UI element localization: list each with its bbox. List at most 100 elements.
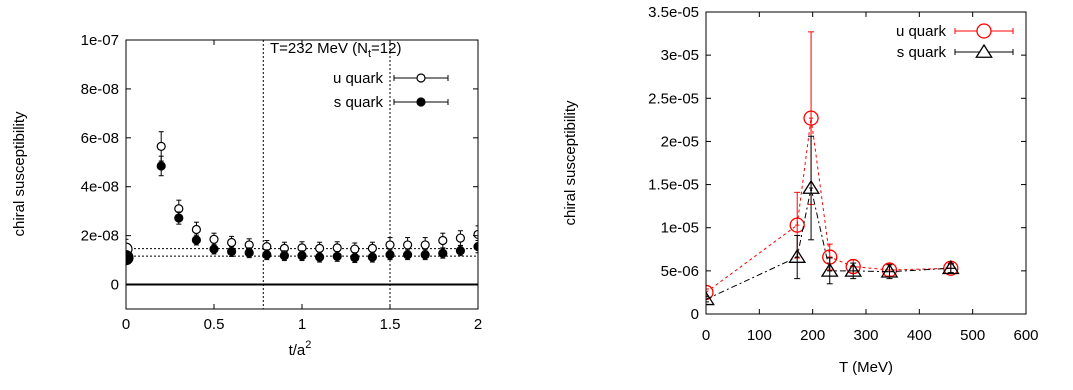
left-data-point bbox=[332, 251, 342, 262]
left-data-point bbox=[350, 244, 360, 254]
left-ytick-label: 6e-08 bbox=[81, 130, 119, 147]
left-ytick-label: 4e-08 bbox=[81, 179, 119, 196]
right-axes: 0 100 200 300 400 500 600 0 5e-06 1e-05 1.5e-05 2e-… bbox=[648, 4, 1038, 344]
left-data-point bbox=[385, 250, 395, 260]
right-data-point bbox=[802, 179, 820, 194]
left-data-point bbox=[385, 240, 395, 250]
left-data-point bbox=[156, 141, 166, 151]
left-chart: chiral susceptibility 0 0.5 1 1.5 2 0 2e-08 4e-… bbox=[11, 32, 482, 359]
right-legend-marker bbox=[975, 43, 993, 58]
right-series-u-quark bbox=[706, 31, 959, 301]
left-reference-lines bbox=[126, 40, 478, 309]
left-ytick-label: 1e-07 bbox=[81, 32, 119, 49]
left-xtick-label: 0.5 bbox=[204, 316, 225, 333]
right-xlabel: T (MeV) bbox=[839, 359, 893, 376]
left-data-point bbox=[209, 234, 219, 244]
left-legend-marker bbox=[416, 73, 426, 83]
right-xtick-label: 600 bbox=[1013, 327, 1038, 344]
left-xtick-label: 1 bbox=[298, 316, 306, 333]
left-xlabel-main: t/a bbox=[289, 342, 306, 359]
right-ytick-label: 0 bbox=[691, 306, 699, 323]
right-chart: chiral susceptibility 0 100 200 300 400 500 60… bbox=[562, 4, 1039, 376]
right-ytick-label: 3e-05 bbox=[661, 47, 699, 64]
left-data-point bbox=[156, 161, 166, 171]
left-data-point bbox=[191, 235, 201, 245]
right-ytick-label: 2.5e-05 bbox=[648, 90, 699, 107]
left-data-point bbox=[227, 246, 237, 257]
left-data-point bbox=[332, 243, 342, 253]
left-ylabel: chiral susceptibility bbox=[11, 111, 28, 237]
left-data-point bbox=[227, 237, 237, 248]
right-series-layer bbox=[706, 31, 960, 306]
right-xtick-label: 400 bbox=[907, 327, 932, 344]
right-data-point bbox=[789, 217, 805, 233]
right-data-point bbox=[941, 260, 960, 275]
left-annotation-sub: t bbox=[368, 48, 371, 60]
right-xtick-label: 0 bbox=[702, 327, 710, 344]
right-data-point bbox=[820, 262, 839, 277]
left-data-point bbox=[315, 252, 325, 262]
right-data-point bbox=[706, 284, 714, 301]
left-legend: u quark s quark bbox=[333, 70, 449, 111]
right-legend-marker bbox=[976, 23, 992, 39]
left-data-point bbox=[367, 243, 377, 253]
right-ytick-label: 3.5e-05 bbox=[648, 4, 699, 21]
left-data-point bbox=[297, 251, 307, 261]
right-xtick-label: 200 bbox=[800, 327, 825, 344]
left-xlabel: t/a2 bbox=[289, 339, 312, 359]
right-ytick-label: 1e-05 bbox=[661, 220, 699, 237]
left-ytick-label: 0 bbox=[111, 277, 119, 294]
left-data-point bbox=[350, 253, 360, 263]
left-data-point bbox=[315, 243, 325, 253]
left-data-point bbox=[438, 235, 448, 246]
left-data-point bbox=[455, 246, 465, 256]
left-data-point bbox=[403, 240, 413, 250]
left-legend-label: u quark bbox=[333, 70, 384, 87]
left-data-point bbox=[455, 233, 465, 243]
left-series-u-quark bbox=[126, 131, 478, 260]
right-ylabel: chiral susceptibility bbox=[562, 100, 579, 226]
right-legend-label: u quark bbox=[896, 23, 947, 40]
right-series-s-quark bbox=[706, 135, 960, 306]
right-data-point bbox=[803, 110, 819, 126]
left-legend-label: s quark bbox=[334, 94, 384, 111]
right-xtick-label: 500 bbox=[960, 327, 985, 344]
left-plot-frame bbox=[125, 39, 479, 310]
right-errorbar bbox=[706, 296, 709, 303]
left-data-point bbox=[191, 224, 201, 235]
left-xtick-label: 0 bbox=[122, 316, 130, 333]
right-data-point bbox=[880, 263, 899, 278]
left-data-point bbox=[244, 248, 254, 258]
right-data-point bbox=[788, 248, 807, 263]
left-data-point bbox=[420, 240, 430, 250]
right-xtick-label: 300 bbox=[853, 327, 878, 344]
left-data-point bbox=[262, 250, 272, 260]
left-xtick-label: 1.5 bbox=[380, 316, 401, 333]
left-series-layer bbox=[126, 131, 478, 266]
left-data-point bbox=[367, 252, 377, 262]
left-xlabel-sup: 2 bbox=[305, 339, 311, 351]
right-ytick-label: 1.5e-05 bbox=[648, 177, 699, 194]
left-data-point bbox=[473, 242, 478, 252]
left-data-point bbox=[209, 244, 219, 254]
left-data-point bbox=[420, 250, 430, 260]
left-annotation-main: T=232 MeV (N bbox=[270, 40, 368, 57]
left-errorbar bbox=[475, 240, 478, 254]
left-xtick-label: 2 bbox=[474, 316, 482, 333]
left-data-point bbox=[473, 229, 478, 240]
right-data-point bbox=[706, 291, 715, 306]
left-annotation-tail: =12) bbox=[371, 40, 401, 57]
left-data-point bbox=[279, 251, 289, 261]
left-series-s-quark bbox=[126, 155, 478, 266]
right-data-point bbox=[844, 262, 863, 277]
right-ytick-label: 5e-06 bbox=[661, 263, 699, 280]
left-data-point bbox=[174, 213, 184, 223]
left-ytick-label: 2e-08 bbox=[81, 228, 119, 245]
left-legend-marker bbox=[416, 97, 426, 107]
left-data-point bbox=[403, 250, 413, 260]
right-ytick-label: 2e-05 bbox=[661, 133, 699, 150]
left-data-point bbox=[438, 248, 448, 258]
right-legend-label: s quark bbox=[897, 44, 947, 61]
